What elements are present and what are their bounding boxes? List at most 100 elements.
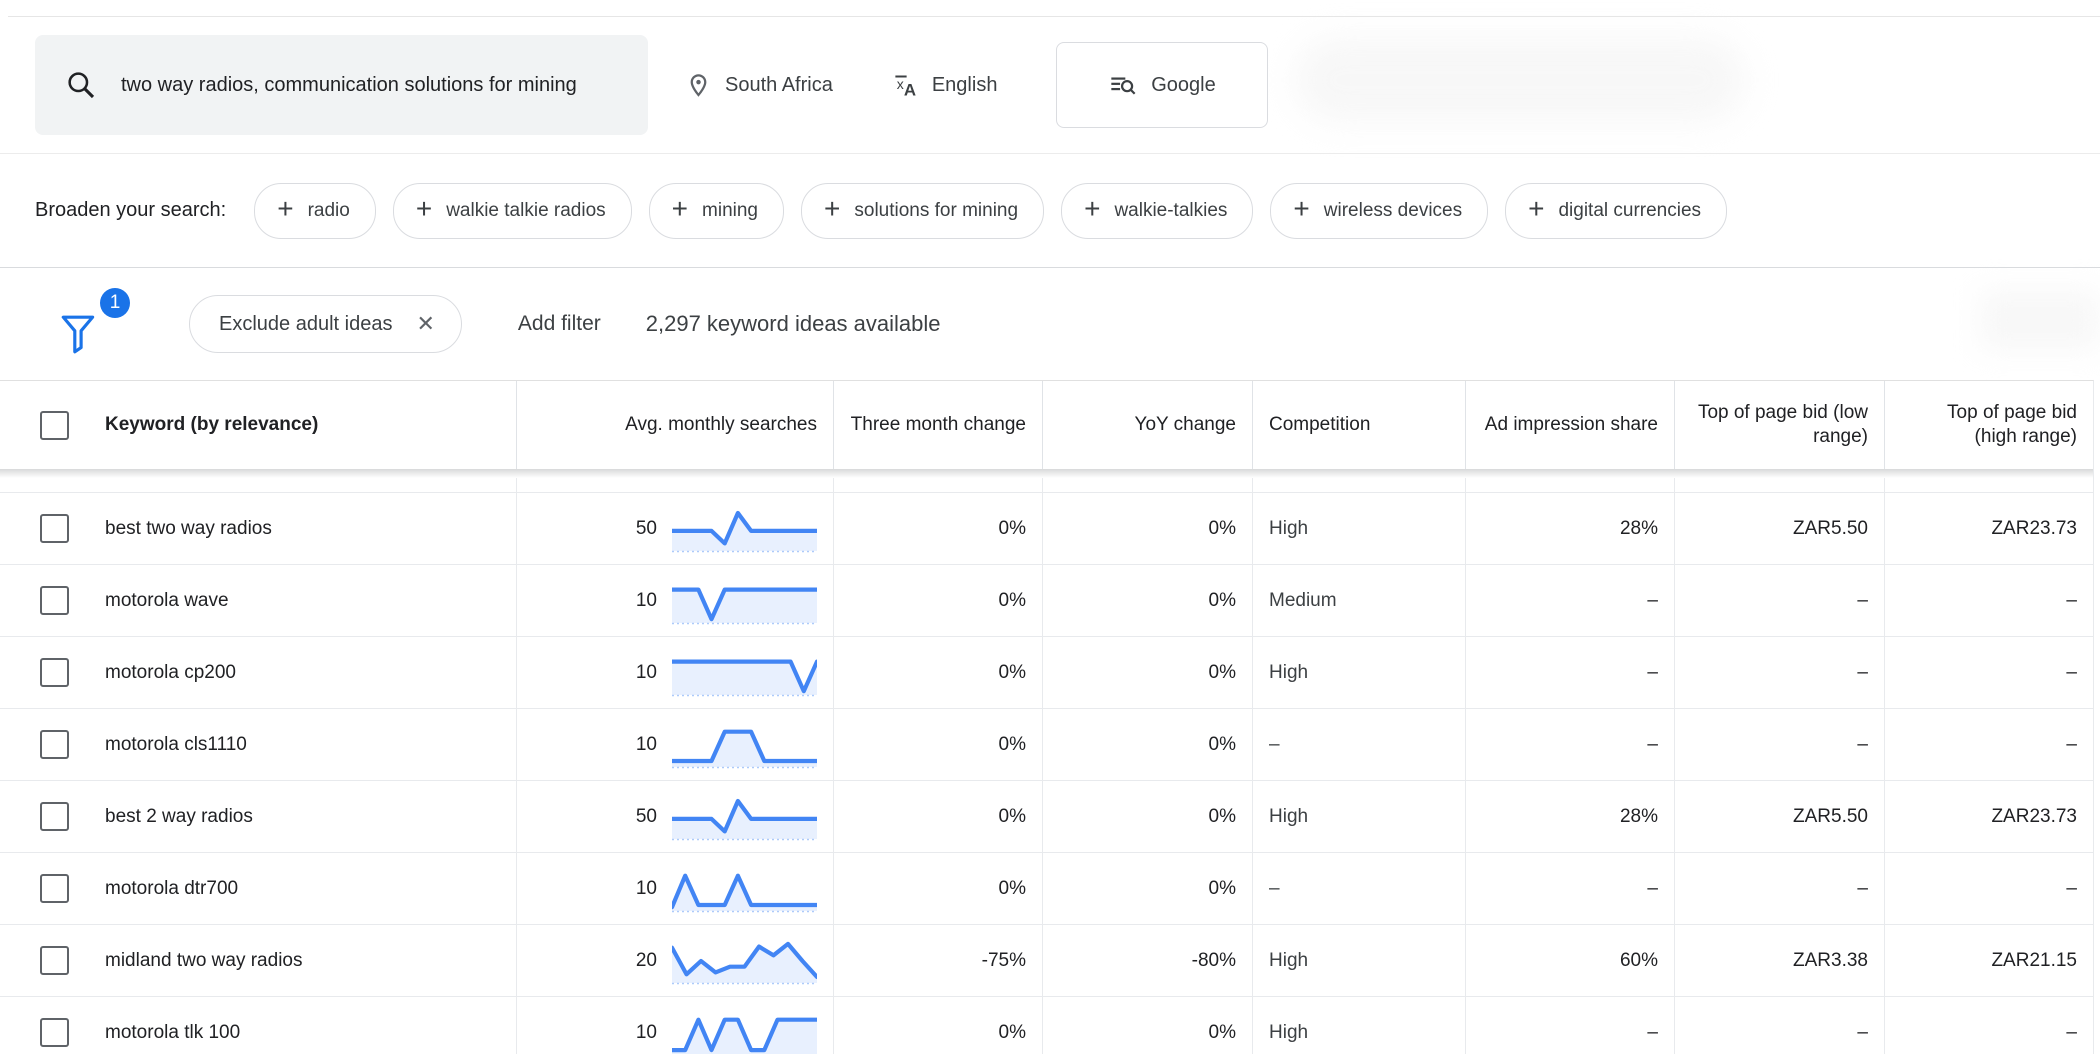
ad-impression-share-value: – bbox=[1465, 709, 1674, 780]
yoy-change-value: 0% bbox=[1042, 709, 1252, 780]
bid-high-value: ZAR23.73 bbox=[1884, 493, 2093, 564]
bid-high-value: ZAR21.15 bbox=[1884, 925, 2093, 996]
three-month-change-value: 0% bbox=[833, 853, 1042, 924]
avg-monthly-searches-cell: 20 bbox=[516, 925, 833, 996]
keyword-cell: motorola dtr700 bbox=[0, 853, 516, 924]
panel-top-border bbox=[8, 16, 2100, 17]
row-checkbox[interactable] bbox=[40, 730, 69, 759]
sparkline-chart bbox=[672, 792, 817, 842]
competition-value: High bbox=[1252, 925, 1465, 996]
bid-low-value: – bbox=[1674, 853, 1884, 924]
avg-monthly-searches-cell: 10 bbox=[516, 637, 833, 708]
list-search-icon bbox=[1109, 71, 1137, 99]
select-all-checkbox[interactable] bbox=[40, 410, 69, 440]
filter-button[interactable]: 1 bbox=[60, 288, 130, 356]
bid-low-value: – bbox=[1674, 709, 1884, 780]
keyword-label: motorola tlk 100 bbox=[105, 1021, 241, 1043]
broaden-chip[interactable]: + solutions for mining bbox=[801, 182, 1045, 239]
location-selector[interactable]: South Africa bbox=[685, 72, 833, 99]
keyword-cell: best 2 way radios bbox=[0, 781, 516, 852]
three-month-change-value: 0% bbox=[833, 997, 1042, 1054]
funnel-icon bbox=[61, 315, 95, 354]
yoy-change-value: 0% bbox=[1042, 997, 1252, 1054]
row-checkbox[interactable] bbox=[40, 514, 69, 543]
plus-icon: + bbox=[1528, 193, 1545, 224]
header-ad-impression-share[interactable]: Ad impression share bbox=[1465, 381, 1674, 469]
keyword-cell: motorola cp200 bbox=[0, 637, 516, 708]
table-row: motorola tlk 100 10 0% 0% High – – – bbox=[0, 997, 2093, 1054]
plus-icon: + bbox=[824, 193, 841, 224]
bid-low-value: – bbox=[1674, 997, 1884, 1054]
avg-monthly-searches-cell: 10 bbox=[516, 565, 833, 636]
bid-high-value: – bbox=[1884, 997, 2093, 1054]
header-yoy-change[interactable]: YoY change bbox=[1042, 381, 1252, 469]
table-row: midland two way radios 20 -75% -80% High… bbox=[0, 925, 2093, 997]
ad-impression-share-value: 60% bbox=[1465, 925, 1674, 996]
broaden-chip[interactable]: + digital currencies bbox=[1505, 182, 1728, 239]
location-pin-icon bbox=[685, 72, 712, 99]
header-three-month-change[interactable]: Three month change bbox=[833, 381, 1042, 469]
row-checkbox[interactable] bbox=[40, 946, 69, 975]
header-keyword-label: Keyword (by relevance) bbox=[105, 414, 319, 435]
competition-value: – bbox=[1252, 853, 1465, 924]
row-checkbox[interactable] bbox=[40, 874, 69, 903]
keyword-cell: midland two way radios bbox=[0, 925, 516, 996]
avg-monthly-searches-cell: 10 bbox=[516, 709, 833, 780]
avg-monthly-searches-cell: 50 bbox=[516, 781, 833, 852]
keyword-ideas-table: Keyword (by relevance) Avg. monthly sear… bbox=[0, 380, 2094, 1054]
ad-impression-share-value: 28% bbox=[1465, 493, 1674, 564]
ad-impression-share-value: – bbox=[1465, 637, 1674, 708]
broaden-chip[interactable]: + walkie talkie radios bbox=[392, 182, 632, 239]
row-checkbox[interactable] bbox=[40, 658, 69, 687]
avg-monthly-searches-value: 10 bbox=[635, 661, 657, 683]
keyword-label: motorola cls1110 bbox=[105, 733, 247, 755]
avg-monthly-searches-cell: 10 bbox=[516, 997, 833, 1054]
table-row: motorola dtr700 10 0% 0% – – – – bbox=[0, 853, 2093, 925]
header-competition[interactable]: Competition bbox=[1252, 381, 1465, 469]
header-bid-low[interactable]: Top of page bid (low range) bbox=[1674, 381, 1884, 469]
broaden-chip-label: digital currencies bbox=[1558, 199, 1702, 221]
header-bid-high[interactable]: Top of page bid (high range) bbox=[1884, 381, 2093, 469]
three-month-change-value: 0% bbox=[833, 493, 1042, 564]
broaden-chip[interactable]: + walkie-talkies bbox=[1061, 182, 1254, 239]
bid-low-value: ZAR3.38 bbox=[1674, 925, 1884, 996]
header-avg-monthly-searches[interactable]: Avg. monthly searches bbox=[516, 381, 833, 469]
yoy-change-value: 0% bbox=[1042, 853, 1252, 924]
competition-value: High bbox=[1252, 493, 1465, 564]
table-row: motorola wave 10 0% 0% Medium – – – bbox=[0, 565, 2093, 637]
bid-low-value: – bbox=[1674, 637, 1884, 708]
broaden-chip[interactable]: + wireless devices bbox=[1270, 182, 1489, 239]
yoy-change-value: 0% bbox=[1042, 493, 1252, 564]
language-selector[interactable]: x A English bbox=[892, 72, 997, 99]
three-month-change-value: 0% bbox=[833, 781, 1042, 852]
ad-impression-share-value: – bbox=[1465, 565, 1674, 636]
network-selector[interactable]: Google bbox=[1056, 42, 1269, 128]
sparkline-chart bbox=[672, 1008, 817, 1054]
keyword-search-input[interactable]: two way radios, communication solutions … bbox=[35, 35, 648, 135]
header-keyword[interactable]: Keyword (by relevance) bbox=[0, 381, 516, 469]
row-checkbox[interactable] bbox=[40, 586, 69, 615]
sparkline-chart bbox=[672, 504, 817, 554]
avg-monthly-searches-value: 20 bbox=[635, 949, 657, 971]
yoy-change-value: 0% bbox=[1042, 637, 1252, 708]
sparkline-chart bbox=[672, 936, 817, 986]
avg-monthly-searches-value: 10 bbox=[635, 1021, 657, 1043]
add-filter-button[interactable]: Add filter bbox=[517, 312, 601, 335]
clipped-row-sliver bbox=[0, 478, 2093, 493]
broaden-chip[interactable]: + mining bbox=[648, 182, 785, 239]
header-scroll-shadow bbox=[0, 469, 2093, 478]
plus-icon: + bbox=[1084, 193, 1101, 224]
broaden-chip-label: solutions for mining bbox=[854, 199, 1019, 221]
close-icon[interactable]: ✕ bbox=[416, 311, 435, 336]
bid-low-value: – bbox=[1674, 565, 1884, 636]
svg-text:A: A bbox=[904, 80, 916, 98]
location-label: South Africa bbox=[725, 73, 833, 96]
keyword-label: motorola dtr700 bbox=[105, 877, 239, 899]
broaden-chip[interactable]: + radio bbox=[254, 182, 376, 239]
table-row: motorola cls1110 10 0% 0% – – – – bbox=[0, 709, 2093, 781]
competition-value: High bbox=[1252, 781, 1465, 852]
keyword-cell: motorola cls1110 bbox=[0, 709, 516, 780]
exclude-adult-ideas-chip[interactable]: Exclude adult ideas ✕ bbox=[189, 295, 462, 353]
row-checkbox[interactable] bbox=[40, 802, 69, 831]
row-checkbox[interactable] bbox=[40, 1018, 69, 1047]
